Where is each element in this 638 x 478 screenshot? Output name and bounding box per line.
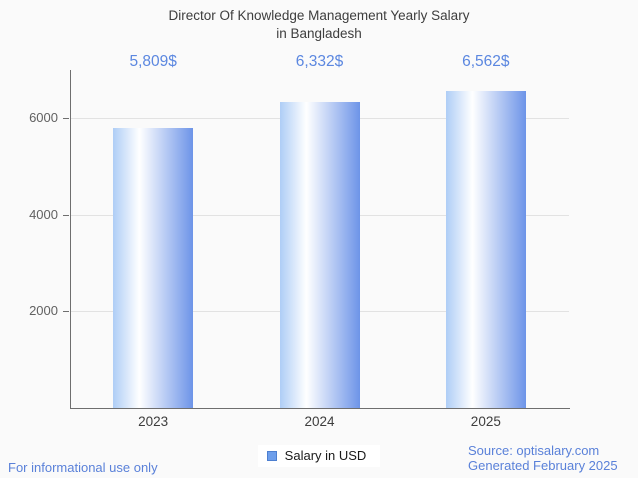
chart-title-line2: in Bangladesh xyxy=(276,26,362,41)
x-axis-label-2024: 2024 xyxy=(304,414,335,429)
ytick-label-4000: 4000 xyxy=(29,206,58,222)
ytick-mark-4000 xyxy=(63,214,69,216)
x-axis-label-2023: 2023 xyxy=(138,414,169,429)
value-label-2023: 5,809$ xyxy=(129,53,177,70)
chart-title-line1: Director Of Knowledge Management Yearly … xyxy=(168,8,470,23)
ytick-label-6000: 6000 xyxy=(29,110,58,126)
chart-title: Director Of Knowledge Management Yearly … xyxy=(0,7,638,43)
x-axis-line xyxy=(70,408,570,409)
legend-swatch-icon xyxy=(266,451,277,461)
bar-2025 xyxy=(445,91,526,408)
bar-2023 xyxy=(113,127,194,408)
ytick-label-2000: 2000 xyxy=(29,303,58,319)
legend-label: Salary in USD xyxy=(284,448,367,463)
ytick-mark-2000 xyxy=(63,311,69,313)
ytick-mark-6000 xyxy=(63,118,69,120)
value-label-2025: 6,562$ xyxy=(462,53,510,70)
source-text: Source: optisalary.com Generated Februar… xyxy=(468,443,618,473)
y-axis-line xyxy=(70,70,71,408)
bar-2024 xyxy=(279,102,360,408)
source-line: Source: optisalary.com xyxy=(468,443,600,458)
x-axis-label-2025: 2025 xyxy=(470,414,501,429)
value-label-2024: 6,332$ xyxy=(295,53,344,70)
generated-line: Generated February 2025 xyxy=(468,458,618,473)
legend: Salary in USD xyxy=(0,445,638,467)
legend-box: Salary in USD xyxy=(257,445,381,467)
disclaimer-text: For informational use only xyxy=(8,460,158,475)
